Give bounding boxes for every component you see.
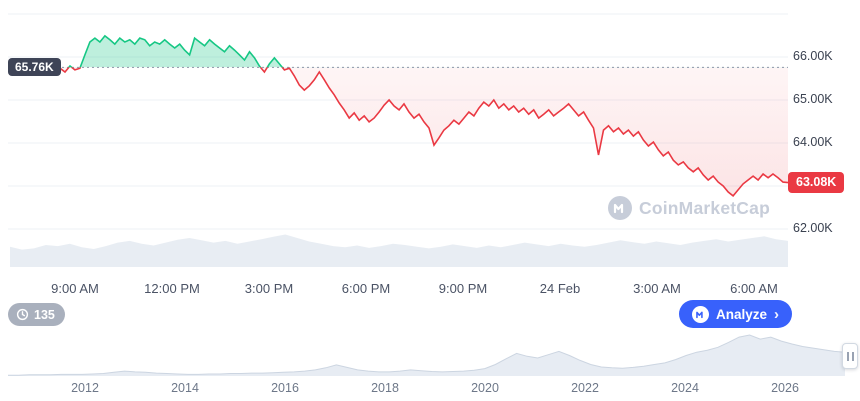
- time-axis-label: 3:00 PM: [244, 281, 294, 296]
- time-axis-label: 9:00 AM: [51, 281, 99, 296]
- current-price-badge: 63.08K: [788, 172, 845, 193]
- price-chart[interactable]: [0, 0, 860, 300]
- year-axis-label: 2016: [271, 381, 299, 395]
- time-axis-label: 12:00 PM: [144, 281, 200, 296]
- coinmarketcap-logo-icon: [691, 305, 709, 323]
- y-axis-label-62k: 62.00K: [793, 221, 833, 235]
- history-count-badge[interactable]: 135: [8, 303, 65, 326]
- range-selector-chart[interactable]: [0, 331, 860, 378]
- year-axis-label: 2020: [471, 381, 499, 395]
- range-selector-handle[interactable]: [842, 343, 858, 369]
- y-axis-label-66k: 66.00K: [793, 49, 833, 63]
- price-line-gain: [60, 34, 290, 68]
- range-history-area: [8, 335, 845, 376]
- watermark: CoinMarketCap: [608, 196, 770, 220]
- analyze-button[interactable]: Analyze ›: [678, 300, 792, 328]
- history-count-label: 135: [34, 307, 55, 322]
- year-axis-label: 2026: [771, 381, 799, 395]
- year-axis-label: 2018: [371, 381, 399, 395]
- watermark-text: CoinMarketCap: [639, 197, 770, 218]
- baseline-price-badge: 65.76K: [8, 58, 61, 77]
- analyze-label: Analyze: [715, 306, 767, 322]
- range-history-line: [8, 334, 846, 376]
- time-axis-label: 6:00 PM: [341, 281, 391, 296]
- gain-area: [55, 35, 788, 68]
- year-axis-label: 2022: [571, 381, 599, 395]
- year-axis-label: 2012: [71, 381, 99, 395]
- y-axis-label-65k: 65.00K: [793, 92, 833, 106]
- time-axis-label: 6:00 AM: [730, 281, 778, 296]
- time-axis-label: 3:00 AM: [633, 281, 681, 296]
- coinmarketcap-logo-icon: [608, 196, 632, 220]
- volume-area: [10, 234, 788, 267]
- price-line-loss: [54, 67, 789, 198]
- loss-area: [55, 67, 788, 196]
- year-axis-label: 2024: [671, 381, 699, 395]
- y-axis-label-64k: 64.00K: [793, 135, 833, 149]
- chevron-right-icon: ›: [774, 305, 779, 323]
- clock-icon: [16, 308, 29, 321]
- time-axis-label: 24 Feb: [539, 281, 581, 296]
- year-axis-label: 2014: [171, 381, 199, 395]
- time-axis-label: 9:00 PM: [438, 281, 488, 296]
